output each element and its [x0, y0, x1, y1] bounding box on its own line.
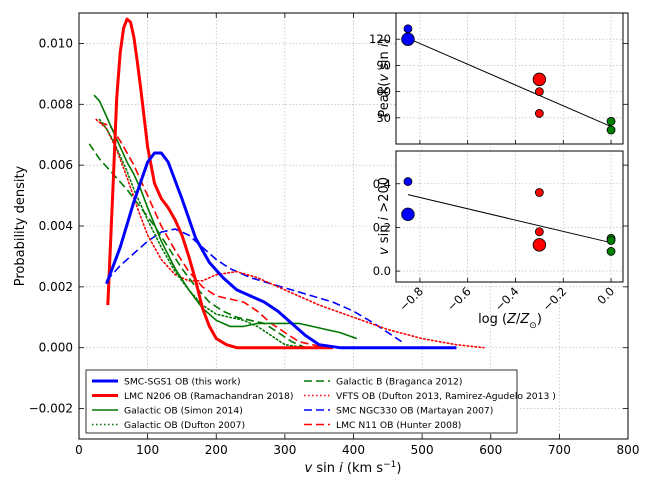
legend: SMC-SGS1 OB (this work) LMC N206 OB (Rama…: [85, 369, 556, 434]
inset-peak-point: [606, 125, 616, 135]
legend-label-galactic-b-braganca-2012: Galactic B (Braganca 2012): [336, 377, 462, 388]
series-line-smc-ngc330-ob-martayan-2007: [105, 228, 402, 343]
inset-peak-marks: [401, 24, 616, 135]
legend-label-vfts-ob-dufton-2013-ramirez-agudelo-2013: VFTS OB (Dufton 2013, Ramirez-Agudelo 20…: [336, 391, 556, 402]
legend-label-lmc-n11-ob-hunter-2008: LMC N11 OB (Hunter 2008): [336, 420, 461, 431]
main-xtick-label: 500: [411, 443, 434, 457]
main-xtick-label: 0: [75, 443, 83, 457]
main-plot-panel: 0 100 200 300 400 500 600 700 800−0.0020.0000.00…: [13, 12, 640, 476]
inset-fraction-point: [606, 236, 616, 245]
inset-peak-ytick-label: 120: [369, 32, 391, 46]
series-line-lmc-n206-ob-ramachandran-2018: [106, 17, 333, 350]
series-line-galactic-ob-dufton-2007: [98, 118, 307, 349]
inset-fraction-grid: [396, 151, 623, 282]
main-xtick-label: 700: [548, 443, 571, 457]
inset-fraction-ytick-label: 0.0: [373, 264, 391, 278]
inset-peak-ticks: 30 60 90 120: [369, 32, 612, 144]
inset-fraction-ytick-label: 0.4: [373, 177, 391, 191]
inset-peak-point: [606, 116, 616, 126]
inset-fraction-xlabel: log (Z/Z⊙): [478, 312, 542, 331]
main-ytick-label: 0.010: [39, 36, 73, 50]
main-xtick-label: 400: [342, 443, 365, 457]
main-xlabel: v sin i (km s−1): [305, 460, 402, 476]
series-line-galactic-b-braganca-2012: [88, 143, 306, 349]
main-ytick-label: 0.008: [39, 97, 73, 111]
legend-label-lmc-n206-ob-ramachandran-2018: LMC N206 OB (Ramachandran 2018): [124, 391, 293, 402]
inset-peak-point: [532, 72, 547, 87]
inset-peak-ytick-label: 90: [376, 58, 391, 72]
main-ytick-label: 0.004: [39, 219, 73, 233]
main-ytick-label: −0.002: [29, 402, 73, 416]
inset-fraction-fit-line: [407, 194, 612, 244]
legend-label-smc-ngc330-ob-martayan-2007: SMC NGC330 OB (Martayan 2007): [336, 406, 493, 417]
inset-peak-point: [534, 87, 544, 96]
inset-fraction-ylabel: v sin i >200: [377, 177, 392, 255]
inset-peak-ytick-label: 60: [376, 85, 391, 99]
main-xtick-label: 200: [205, 443, 228, 457]
main-ytick-label: 0.006: [39, 158, 73, 172]
inset-peak-ylabel: Peak(v sin i): [377, 38, 392, 117]
inset-peak-point: [534, 109, 544, 118]
inset-fraction-frame: [395, 150, 624, 283]
inset-fraction-point: [534, 188, 544, 197]
inset-fraction-point: [532, 238, 547, 252]
inset-fraction-background: [396, 151, 623, 282]
inset-peak-point: [403, 24, 413, 34]
legend-label-galactic-ob-dufton-2007: Galactic OB (Dufton 2007): [124, 420, 245, 431]
main-ytick-label: 0.000: [39, 341, 73, 355]
main-series-group: [88, 17, 485, 350]
inset-peak-ytick-label: 30: [376, 111, 391, 125]
legend-label-galactic-ob-simon-2014: Galactic OB (Simon 2014): [124, 406, 243, 417]
inset-fraction-ytick-label: 0.2: [373, 220, 391, 234]
inset-peak-background: [396, 13, 623, 144]
inset-peak-panel: 30 60 90 120 Peak(v sin i): [369, 12, 624, 145]
inset-fraction-marks: [401, 177, 616, 256]
inset-fraction-point: [401, 207, 415, 222]
main-ytick-label: 0.002: [39, 280, 73, 294]
series-line-lmc-n11-ob-hunter-2008: [99, 121, 327, 349]
series-line-galactic-ob-simon-2014: [93, 94, 358, 340]
main-xtick-label: 600: [479, 443, 502, 457]
inset-fraction-point: [403, 177, 413, 186]
main-ylabel: Probability density: [13, 165, 28, 286]
main-xtick-label: 800: [617, 443, 640, 457]
series-line-smc-sgs1-ob-this-work: [105, 151, 457, 350]
legend-label-smc-sgs1-ob-this-work: SMC-SGS1 OB (this work): [124, 377, 241, 388]
main-xtick-label: 300: [273, 443, 296, 457]
main-ticks: 0 100 200 300 400 500 600 700 800−0.0020.0000.00…: [29, 13, 640, 457]
inset-peak-fit-line: [407, 37, 612, 127]
main-xtick-label: 100: [136, 443, 159, 457]
series-line-vfts-ob-dufton-2013-ramirez-agudelo-2013: [95, 118, 485, 349]
inset-fraction-panel: −0.8 −0.6 −0.4 −0.2 0.00.00.20.4 v sin i >20…: [373, 150, 624, 331]
inset-peak-frame: [395, 12, 624, 145]
legend-box: [85, 369, 518, 434]
inset-peak-point: [401, 32, 415, 46]
inset-fraction-point: [606, 247, 616, 256]
inset-fraction-point: [534, 227, 544, 237]
